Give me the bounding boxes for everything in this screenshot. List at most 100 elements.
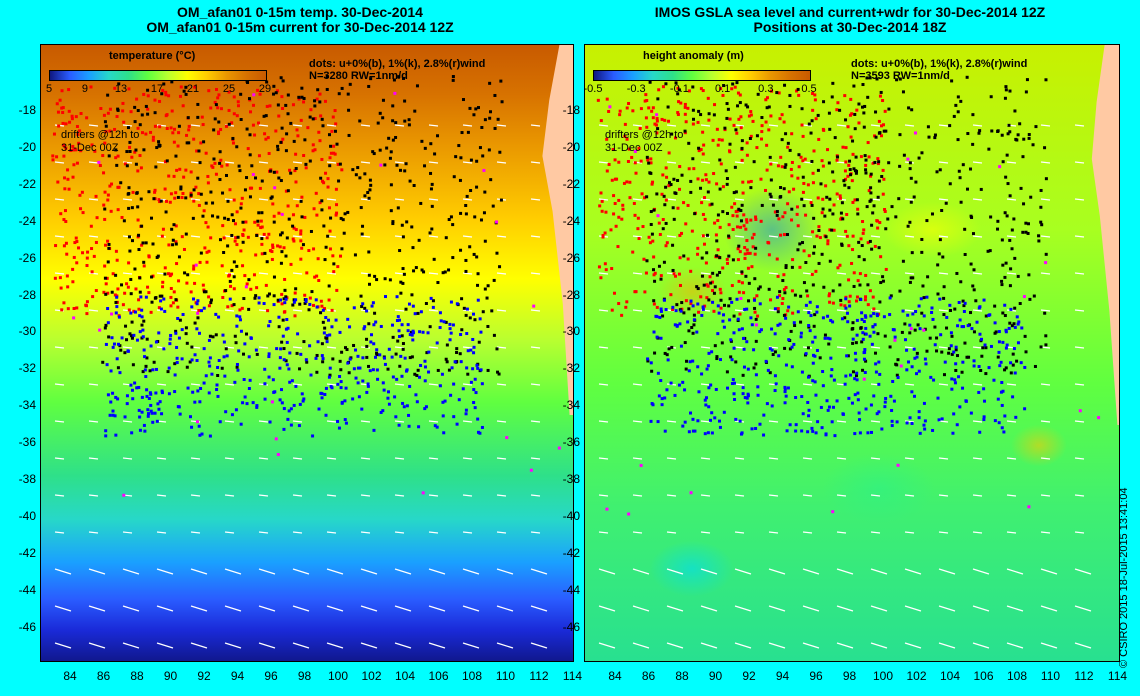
drifter-dot xyxy=(688,360,692,364)
drifter-dot xyxy=(294,228,298,232)
drifter-dot xyxy=(639,463,643,467)
drifter-dot xyxy=(829,356,833,360)
current-arrow xyxy=(122,272,133,275)
drifter-dot xyxy=(81,251,85,255)
drifter-dot xyxy=(669,381,673,385)
drifter-dot xyxy=(727,236,731,240)
drifter-dot xyxy=(802,281,806,285)
drifter-dot xyxy=(249,287,253,291)
drifter-dot xyxy=(754,215,758,219)
drifter-dot xyxy=(411,338,415,342)
drifter-dot xyxy=(714,233,718,237)
drifter-dot xyxy=(190,345,194,349)
drifter-dot xyxy=(532,304,536,308)
drifter-dot xyxy=(812,324,816,328)
drifter-dot xyxy=(920,151,924,155)
drifter-dot xyxy=(895,373,899,377)
drifter-dot xyxy=(671,305,675,309)
drifter-dot xyxy=(839,298,843,302)
drifter-dot xyxy=(162,347,166,351)
drifter-dot xyxy=(476,272,480,276)
drifter-dot xyxy=(922,314,926,318)
drifter-dot xyxy=(315,370,319,374)
drifter-dot xyxy=(360,232,364,236)
current-arrow xyxy=(360,568,378,575)
drifter-dot xyxy=(279,140,283,144)
drifter-dot xyxy=(89,85,93,89)
current-arrow xyxy=(1006,531,1017,534)
drifter-dot xyxy=(147,190,151,194)
current-arrow xyxy=(224,420,235,423)
drifter-dot xyxy=(412,269,416,273)
current-arrow xyxy=(1040,568,1058,575)
drifter-dot xyxy=(745,220,749,224)
drifter-dot xyxy=(869,174,873,178)
drifter-dot xyxy=(785,233,789,237)
drifter-dot xyxy=(765,96,769,100)
drifter-dot xyxy=(190,425,194,429)
drifter-dot xyxy=(332,270,336,274)
drifter-dot xyxy=(942,313,946,317)
drifter-dot xyxy=(116,287,120,291)
drifter-dot xyxy=(375,278,379,282)
drifter-dot xyxy=(599,119,603,123)
drifter-dot xyxy=(896,358,900,362)
drifter-dot xyxy=(213,117,217,121)
drifter-dot xyxy=(753,306,757,310)
drifter-dot xyxy=(247,97,251,101)
drifter-dot xyxy=(338,359,342,363)
drifter-dot xyxy=(197,149,201,153)
current-arrow xyxy=(496,161,507,164)
drifter-dot xyxy=(331,254,335,258)
drifter-dot xyxy=(400,374,404,378)
drifter-dot xyxy=(697,310,701,314)
current-arrow xyxy=(972,161,983,164)
drifter-dot xyxy=(625,180,629,184)
drifter-dot xyxy=(176,405,180,409)
drifter-dot xyxy=(728,297,732,301)
current-arrow xyxy=(462,605,480,612)
drifter-dot xyxy=(291,213,295,217)
drifter-dot xyxy=(933,136,937,140)
drifter-dot xyxy=(147,291,151,295)
drifter-dot xyxy=(863,104,867,108)
current-arrow xyxy=(530,124,541,127)
drifter-dot xyxy=(741,191,745,195)
drifter-dot xyxy=(386,396,390,400)
current-arrow xyxy=(938,346,949,349)
drifter-dot xyxy=(265,104,269,108)
drifter-dot xyxy=(713,344,717,348)
drifter-dot xyxy=(691,108,695,112)
drifter-dot xyxy=(340,401,344,405)
drifter-dot xyxy=(848,294,852,298)
drifter-dot xyxy=(601,235,605,239)
drifter-dot xyxy=(810,272,814,276)
drifter-dot xyxy=(178,318,182,322)
drifter-dot xyxy=(112,342,116,346)
drifter-dot xyxy=(405,220,409,224)
drifter-dot xyxy=(305,360,309,364)
drifter-dot xyxy=(1022,137,1026,141)
drifter-dot xyxy=(703,196,707,200)
drifter-dot xyxy=(131,363,135,367)
drifter-dot xyxy=(620,217,624,221)
drifter-dot xyxy=(239,118,243,122)
drifter-dot xyxy=(142,264,146,268)
drifter-dot xyxy=(736,317,740,321)
drifter-dot xyxy=(291,237,295,241)
drifter-dot xyxy=(419,310,423,314)
drifter-dot xyxy=(362,327,366,331)
drifter-dot xyxy=(115,163,119,167)
drifter-dot xyxy=(1009,361,1013,365)
drifter-dot xyxy=(855,198,859,202)
current-arrow xyxy=(768,605,786,612)
drifter-dot xyxy=(791,311,795,315)
drifter-dot xyxy=(192,199,196,203)
drifter-dot xyxy=(739,126,743,130)
drifter-dot xyxy=(281,137,285,141)
drifter-dot xyxy=(857,411,861,415)
drifter-dot xyxy=(804,213,808,217)
drifter-dot xyxy=(222,236,226,240)
drifter-dot xyxy=(920,250,924,254)
drifter-dot xyxy=(346,361,350,365)
